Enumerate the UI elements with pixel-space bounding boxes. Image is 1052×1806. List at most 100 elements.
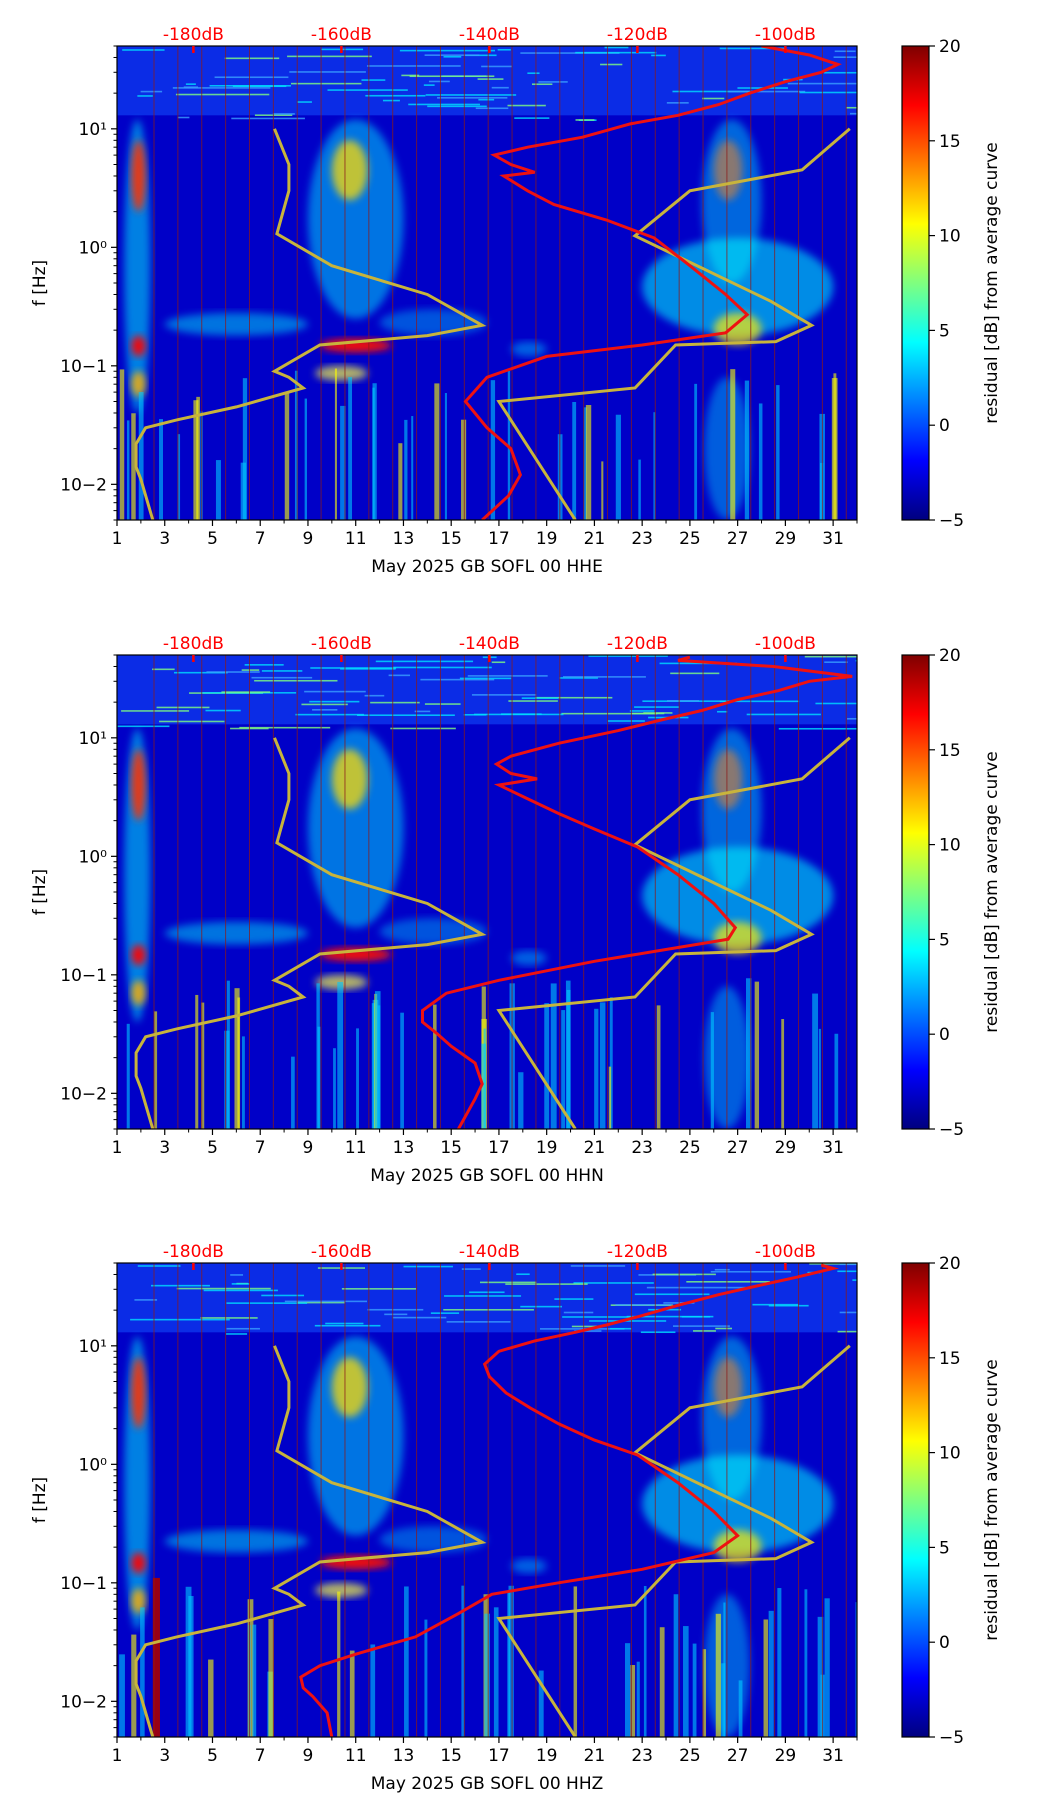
- lf-streak: [177, 434, 181, 520]
- colorbar-bar: [901, 1262, 930, 1738]
- noise-streak: [206, 671, 260, 673]
- noise-streak: [839, 1263, 857, 1266]
- energy-blob: [131, 944, 146, 966]
- x-tick-label: 27: [727, 1138, 749, 1158]
- noise-streak: [408, 103, 480, 106]
- noise-streak: [575, 119, 595, 121]
- x-tick-label: 19: [536, 529, 558, 549]
- noise-streak: [241, 669, 260, 671]
- db-tick-label: -140dB: [459, 25, 520, 45]
- x-tick-label: 13: [393, 1138, 415, 1158]
- lf-streak: [599, 1002, 606, 1129]
- x-tick-label: 11: [345, 1746, 367, 1766]
- lf-streak: [817, 1616, 824, 1737]
- lf-streak: [444, 393, 447, 520]
- noise-streak: [205, 709, 241, 712]
- noise-curve: [421, 655, 853, 1129]
- x-tick-label: 25: [679, 1746, 701, 1766]
- noise-streak: [393, 666, 492, 669]
- lf-streak: [340, 405, 346, 520]
- noise-streak: [289, 71, 366, 73]
- noise-streak: [837, 1330, 857, 1333]
- noise-streak: [575, 51, 657, 54]
- lf-streak: [337, 981, 344, 1129]
- noise-streak: [444, 1295, 522, 1297]
- lf-streak: [763, 1619, 769, 1737]
- lf-streak: [126, 420, 130, 520]
- noise-streak: [646, 1286, 746, 1289]
- energy-blob: [131, 1552, 146, 1574]
- lf-streak: [776, 385, 780, 520]
- noise-streak: [437, 97, 508, 99]
- colorbar-tick-label: 0: [939, 416, 950, 436]
- energy-blob: [379, 309, 487, 336]
- lf-streak: [855, 1602, 857, 1737]
- lf-streak: [333, 1048, 336, 1129]
- noise-streak: [384, 1313, 408, 1316]
- x-tick-label: 17: [488, 529, 510, 549]
- noise-streak: [423, 84, 435, 86]
- noise-streak: [491, 661, 506, 664]
- lf-streak: [608, 1066, 612, 1129]
- lf-streak: [131, 1634, 137, 1737]
- lf-streak: [370, 1644, 376, 1737]
- energy-blob: [379, 918, 487, 945]
- noise-streak: [309, 700, 360, 703]
- energy-blob: [701, 1336, 762, 1501]
- colorbar-bar: [901, 654, 930, 1130]
- noise-streak: [824, 661, 848, 663]
- lf-streak: [550, 983, 557, 1129]
- noise-streak: [571, 1325, 598, 1328]
- y-axis-label: f [Hz]: [30, 260, 50, 306]
- x-tick-label: 5: [207, 1138, 218, 1158]
- lf-streak: [508, 1585, 514, 1737]
- lf-streak: [372, 383, 377, 520]
- energy-blob: [510, 1558, 547, 1574]
- noise-streak: [176, 1287, 271, 1290]
- lf-streak: [561, 1010, 566, 1129]
- lf-streak: [433, 1004, 437, 1129]
- noise-streak: [559, 677, 598, 679]
- noise-streak: [481, 65, 512, 68]
- x-tick-label: 17: [488, 1746, 510, 1766]
- lf-streak: [138, 392, 144, 520]
- noise-streak: [403, 1265, 453, 1268]
- lf-streak: [585, 405, 592, 520]
- lf-streak: [601, 461, 604, 520]
- lf-streak: [159, 419, 163, 520]
- noise-streak: [424, 54, 480, 56]
- noise-streak: [200, 1317, 258, 1319]
- lf-streak: [538, 1670, 544, 1737]
- noise-streak: [717, 710, 728, 713]
- colorbar-label: residual [dB] from average curve: [982, 1359, 1002, 1640]
- energy-blob: [379, 1526, 487, 1553]
- y-tick-label: 10⁰: [79, 238, 108, 258]
- noise-streak: [375, 660, 474, 663]
- x-tick-label: 23: [631, 1138, 653, 1158]
- lf-streak: [234, 988, 240, 1129]
- x-tick-label: 19: [536, 1746, 558, 1766]
- y-axis-label: f [Hz]: [30, 1477, 50, 1523]
- lf-streak: [777, 1588, 782, 1737]
- noise-streak: [172, 87, 271, 89]
- noise-streak: [130, 1318, 230, 1321]
- lf-streak: [400, 1012, 404, 1129]
- x-tick-label: 7: [255, 1138, 266, 1158]
- lf-streak: [252, 1624, 257, 1737]
- noise-streak: [297, 101, 312, 103]
- y-tick-label: 10¹: [79, 729, 107, 749]
- noise-streak: [693, 1330, 716, 1332]
- noise-streak: [430, 1312, 460, 1314]
- x-tick-label: 29: [775, 1138, 797, 1158]
- x-tick-label: 13: [393, 529, 415, 549]
- noise-streak: [414, 710, 431, 713]
- lf-streak: [411, 416, 414, 520]
- noise-streak: [610, 1327, 632, 1330]
- x-tick-label: 5: [207, 1746, 218, 1766]
- noise-streak: [295, 713, 364, 716]
- noise-streak: [312, 709, 338, 711]
- energy-blob: [131, 980, 146, 1006]
- noise-streak: [310, 667, 397, 669]
- noise-streak: [507, 104, 546, 107]
- energy-blob: [164, 921, 308, 945]
